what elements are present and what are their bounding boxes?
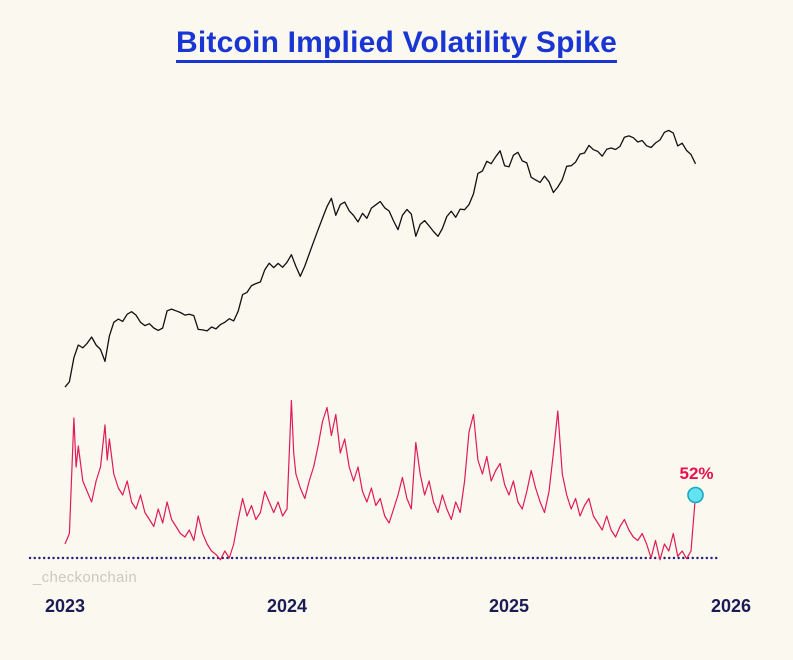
watermark-checkonchain: _checkonchain xyxy=(33,569,137,586)
spike-annotation-label: 52% xyxy=(679,464,713,483)
price-line-series xyxy=(64,129,697,388)
endpoint-marker-dot xyxy=(687,486,704,504)
implied-volatility-series xyxy=(64,399,697,561)
chart-title: Bitcoin Implied Volatility Spike xyxy=(176,26,617,59)
